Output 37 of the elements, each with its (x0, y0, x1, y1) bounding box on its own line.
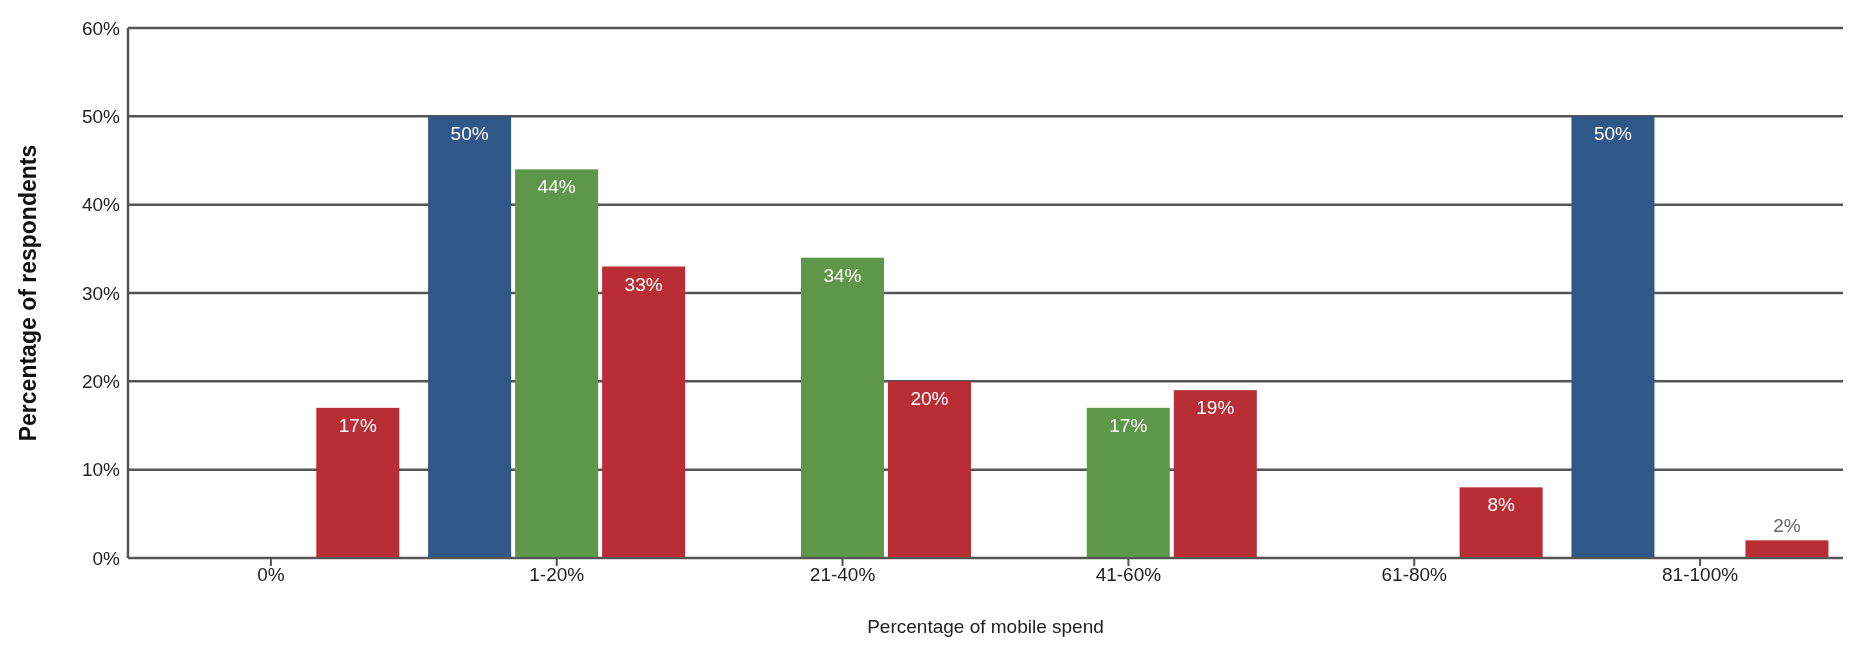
bar (1459, 487, 1543, 558)
x-tick-label: 61-80% (1381, 564, 1448, 586)
x-tick-label: 1-20% (529, 564, 585, 586)
data-label: 17% (338, 414, 377, 436)
data-label: 2% (1773, 515, 1801, 537)
data-label: 33% (624, 273, 663, 295)
y-tick-label: 60% (81, 17, 121, 39)
bar (1571, 116, 1655, 558)
data-label: 19% (1196, 397, 1235, 419)
data-label: 20% (910, 388, 949, 410)
x-tick-label: 0% (257, 564, 285, 586)
y-tick-label: 50% (81, 106, 121, 128)
data-label: 17% (1109, 414, 1148, 436)
bar (800, 257, 884, 558)
x-axis-title: Percentage of mobile spend (867, 616, 1104, 637)
bar (602, 266, 686, 558)
data-label: 50% (1593, 123, 1633, 145)
bar (1086, 407, 1170, 558)
data-label: 44% (537, 176, 576, 198)
data-label: 50% (450, 123, 489, 145)
y-axis-title: Percentage of respondents (15, 144, 42, 442)
data-label: 34% (823, 264, 862, 286)
y-tick-label: 0% (92, 547, 121, 569)
x-tick-label: 41-60% (1095, 564, 1162, 586)
bar (887, 381, 971, 558)
y-tick-label: 20% (81, 371, 121, 393)
y-tick-label: 30% (81, 282, 121, 304)
bar (1745, 540, 1829, 558)
data-label: 8% (1487, 494, 1515, 516)
bar (316, 407, 400, 558)
y-tick-label: 10% (81, 459, 121, 481)
bar (428, 116, 512, 558)
bar (1173, 390, 1257, 558)
x-tick-label: 21-40% (809, 564, 876, 586)
x-tick-label: 81-100% (1662, 564, 1739, 586)
bar (515, 169, 599, 558)
y-tick-label: 40% (81, 194, 121, 216)
